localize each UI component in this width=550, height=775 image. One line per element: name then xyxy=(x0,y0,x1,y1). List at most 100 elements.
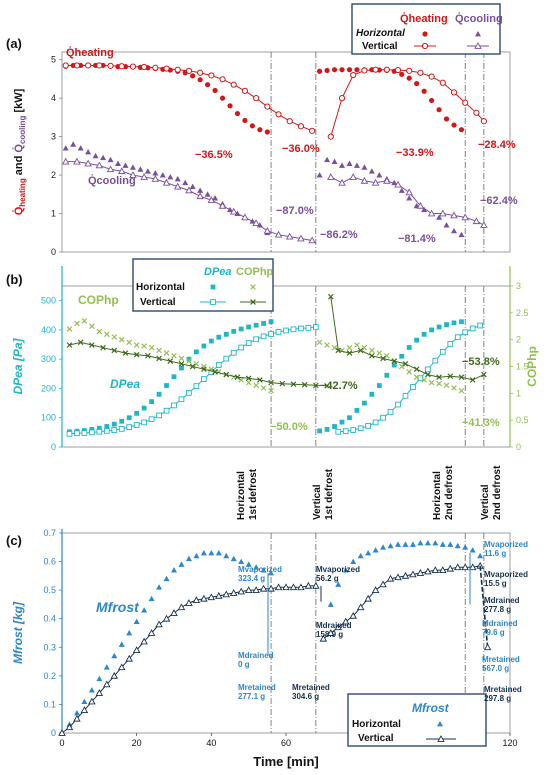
cop-horizontal-point xyxy=(354,342,360,348)
cop-vertical-b-point xyxy=(469,377,476,383)
cop-horizontal-point xyxy=(66,326,73,332)
panel-b-annotation: −50.0% xyxy=(270,421,308,433)
mass-label-name: Mvaporized xyxy=(238,565,282,574)
frost-vertical-a-point xyxy=(237,587,245,595)
cooling-vertical-b-point xyxy=(349,173,357,180)
panel-c-xtick-label: 120 xyxy=(502,738,517,748)
cooling-horizontal-point xyxy=(189,183,196,190)
cooling-vertical-a-point xyxy=(252,219,260,227)
frost-horizontal-point xyxy=(327,601,334,607)
heating-horizontal-point xyxy=(443,116,450,122)
dp-horizontal-point xyxy=(171,374,177,380)
frost-vertical-a-point xyxy=(117,663,126,671)
dp-horizontal-point xyxy=(231,328,237,334)
panel-a-annotation: −36.0% xyxy=(282,143,320,155)
heating-vertical-a-point xyxy=(96,62,103,69)
dp-vertical-a-point xyxy=(313,324,319,330)
dp-vertical-a-point xyxy=(103,428,110,434)
mass-label-value: 567.0 g xyxy=(482,664,509,673)
panel-c-ytick-label: 0.4 xyxy=(43,614,56,624)
dp-vertical-a-point xyxy=(186,389,192,396)
panel-b-right-tick-label: 0.5 xyxy=(516,415,529,425)
cop-vertical-b-point xyxy=(369,352,375,359)
frost-vertical-a-point xyxy=(73,714,81,722)
cooling-vertical-a-point xyxy=(308,236,316,244)
frost-horizontal-point xyxy=(88,687,95,693)
dp-vertical-a-point xyxy=(133,422,140,428)
frost-vertical-b-point xyxy=(356,603,365,611)
panel-a-ylabel-part: [kW] xyxy=(13,88,25,115)
frost-horizontal-point xyxy=(126,630,133,636)
cooling-vertical-a-line xyxy=(65,161,313,241)
frost-vertical-a-point xyxy=(244,586,253,593)
heating-horizontal-point xyxy=(421,88,427,94)
cooling-vertical-b-point xyxy=(360,176,369,184)
dp-vertical-b-point xyxy=(335,428,342,435)
dp-vertical-a-point xyxy=(305,325,312,331)
frost-vertical-b-point xyxy=(401,571,410,579)
cooling-vertical-b-point xyxy=(450,211,458,219)
cop-horizontal-point xyxy=(238,377,245,383)
heating-vertical-b-point xyxy=(406,67,413,74)
frost-vertical-a-point xyxy=(103,680,111,688)
heating-vertical-a-line xyxy=(65,65,313,132)
cop-vertical-a-point xyxy=(111,347,118,354)
cop-vertical-b-point xyxy=(391,358,398,364)
frost-horizontal-point xyxy=(245,561,252,567)
dp-vertical-a-point xyxy=(275,329,282,335)
dp-vertical-b-point xyxy=(372,419,379,426)
cooling-horizontal-point xyxy=(368,168,375,174)
heating-vertical-a-point xyxy=(62,62,69,69)
heating-vertical-a-point xyxy=(241,87,249,94)
frost-vertical-b-point xyxy=(409,570,417,578)
legend-cop-header: COPhp xyxy=(236,266,274,278)
dp-vertical-a-point xyxy=(171,402,177,409)
panel-b-annotation: −41.3% xyxy=(462,417,500,429)
cop-horizontal-point xyxy=(171,352,177,359)
cop-vertical-b-point xyxy=(458,374,465,381)
frost-horizontal-point xyxy=(223,552,230,559)
frost-horizontal-point xyxy=(148,595,155,602)
dp-horizontal-point xyxy=(208,338,214,344)
frost-vertical-a-point xyxy=(267,584,275,592)
dp-horizontal-point xyxy=(444,322,449,328)
cooling-horizontal-point xyxy=(324,156,331,163)
dp-vertical-a-point xyxy=(253,336,259,343)
panel-b-annotation: −42.7% xyxy=(320,380,358,392)
frost-vertical-a-point xyxy=(304,581,313,589)
defrost-label: Vertical2nd defrost xyxy=(480,465,503,520)
frost-horizontal-point xyxy=(118,641,125,647)
cop-vertical-a-point xyxy=(189,363,196,370)
dp-horizontal-point xyxy=(384,372,390,378)
dp-horizontal-point xyxy=(354,408,360,413)
dp-vertical-a-point xyxy=(245,340,252,346)
cop-vertical-a-point xyxy=(167,358,174,364)
legend-cooling-horizontal-marker xyxy=(475,31,481,37)
cooling-horizontal-point xyxy=(144,168,151,174)
heating-vertical-a-point xyxy=(118,63,125,70)
cooling-horizontal-point xyxy=(100,154,107,161)
cop-vertical-a-point xyxy=(122,350,129,356)
legend-frost-header: Mfrost xyxy=(412,701,450,715)
frost-vertical-a-point xyxy=(229,589,238,596)
frost-horizontal-point xyxy=(380,544,387,550)
cooling-horizontal-point xyxy=(129,164,136,170)
panel-b-left-tick-label: 500 xyxy=(41,296,56,306)
dp-vertical-b-point xyxy=(365,423,371,429)
dp-horizontal-point xyxy=(369,391,375,397)
cooling-horizontal-point xyxy=(451,227,457,234)
cooling-horizontal-point xyxy=(436,214,443,220)
cooling-horizontal-point xyxy=(92,152,99,159)
dp-horizontal-point xyxy=(261,321,266,326)
dp-horizontal-point xyxy=(119,418,125,424)
cooling-horizontal-point xyxy=(152,170,159,176)
mass-label: Mretained 567.0 g xyxy=(482,655,520,673)
frost-horizontal-point xyxy=(268,570,275,576)
cop-horizontal-point xyxy=(163,350,170,356)
cop-horizontal-point xyxy=(103,331,110,338)
cooling-vertical-a-point xyxy=(218,201,227,209)
dp-vertical-a-point xyxy=(81,430,88,436)
cop-horizontal-point xyxy=(413,374,420,381)
heating-horizontal-point xyxy=(205,82,211,88)
